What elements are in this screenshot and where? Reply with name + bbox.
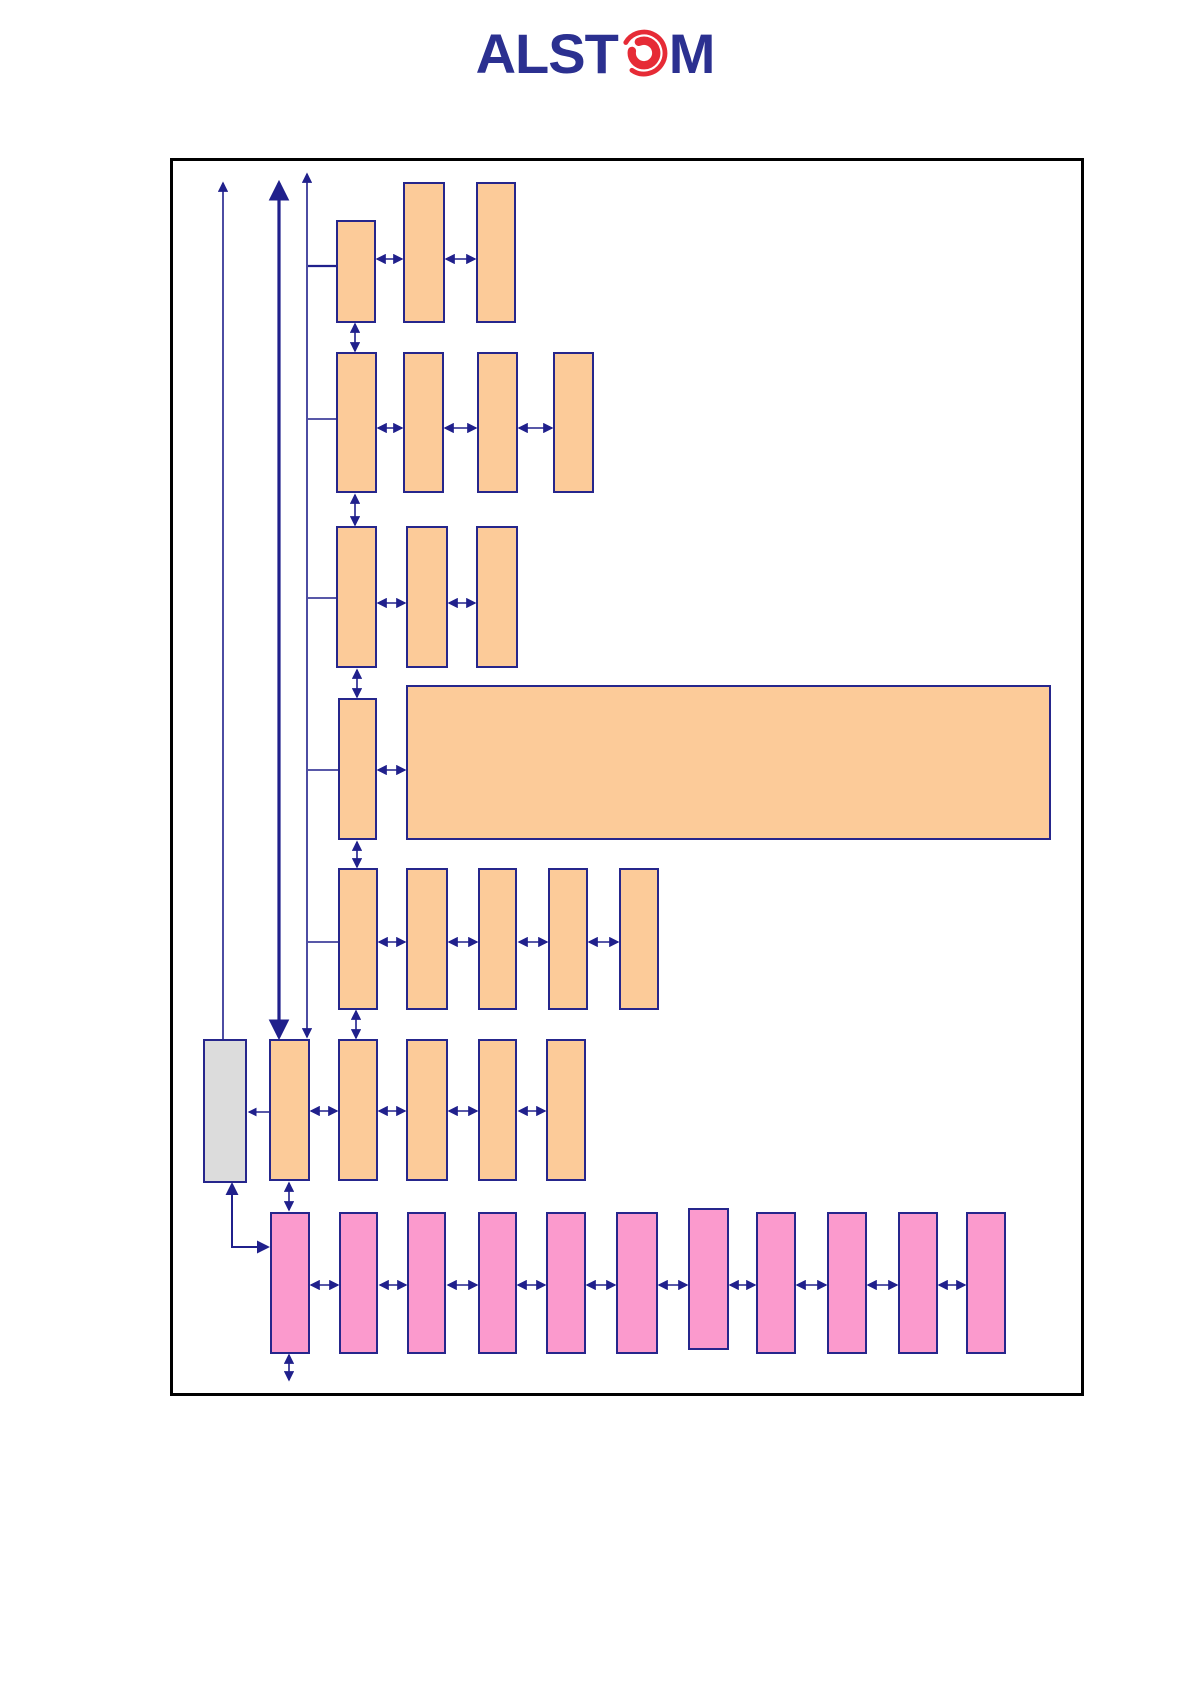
row6-box5 bbox=[546, 1039, 586, 1181]
alstom-logo: ALST M bbox=[0, 24, 1190, 84]
row5-box1 bbox=[338, 868, 378, 1010]
gray-elbow-to-pink bbox=[225, 1182, 270, 1254]
logo-o-swirl-icon bbox=[623, 29, 668, 77]
pink-box8 bbox=[756, 1212, 796, 1354]
row6-box1 bbox=[269, 1039, 310, 1181]
row3-box2 bbox=[406, 526, 448, 668]
row6-box4 bbox=[478, 1039, 517, 1181]
row4-box1 bbox=[338, 698, 377, 840]
row5-box2 bbox=[406, 868, 448, 1010]
pink-box2 bbox=[339, 1212, 378, 1354]
row6-gray-box bbox=[203, 1039, 247, 1183]
row2-box3 bbox=[477, 352, 518, 493]
connector-lines-layer bbox=[217, 172, 967, 1382]
logo-text-m: M bbox=[668, 22, 716, 85]
pink-box10 bbox=[898, 1212, 938, 1354]
pink-box11 bbox=[966, 1212, 1006, 1354]
row2-box4 bbox=[553, 352, 594, 493]
pink-box3 bbox=[407, 1212, 446, 1354]
row1-box1 bbox=[336, 220, 376, 323]
pink-box4 bbox=[478, 1212, 517, 1354]
pink-box9 bbox=[827, 1212, 867, 1354]
pink-box1 bbox=[270, 1212, 310, 1354]
pink-box5 bbox=[546, 1212, 586, 1354]
row6-box3 bbox=[406, 1039, 448, 1181]
row5-box3 bbox=[478, 868, 517, 1010]
block-diagram-frame bbox=[170, 158, 1084, 1396]
pink-box6 bbox=[616, 1212, 658, 1354]
row2-box2 bbox=[403, 352, 444, 493]
row5-box5 bbox=[619, 868, 659, 1010]
row1-box2 bbox=[403, 182, 445, 323]
row4-wide-box bbox=[406, 685, 1051, 840]
row2-box1 bbox=[336, 352, 377, 493]
row3-box3 bbox=[476, 526, 518, 668]
row1-box3 bbox=[476, 182, 516, 323]
pink-box7 bbox=[688, 1208, 729, 1350]
logo-text-alst: ALST bbox=[475, 22, 619, 85]
row3-box1 bbox=[336, 526, 377, 668]
row6-box2 bbox=[338, 1039, 378, 1181]
row5-box4 bbox=[548, 868, 588, 1010]
